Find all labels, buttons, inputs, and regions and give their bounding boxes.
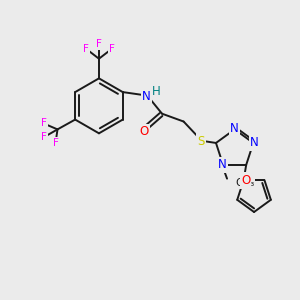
Text: N: N: [218, 158, 226, 171]
Text: O: O: [241, 174, 250, 187]
Text: O: O: [140, 125, 149, 138]
Text: H: H: [152, 85, 161, 98]
Text: N: N: [250, 136, 259, 149]
Text: F: F: [96, 39, 102, 49]
Text: F: F: [52, 138, 59, 148]
Text: F: F: [41, 118, 47, 128]
Text: CH₃: CH₃: [235, 178, 254, 188]
Text: S: S: [198, 135, 205, 148]
Text: F: F: [83, 44, 89, 54]
Text: F: F: [41, 132, 47, 142]
Text: N: N: [230, 122, 239, 135]
Text: F: F: [109, 44, 115, 54]
Text: N: N: [142, 89, 151, 103]
